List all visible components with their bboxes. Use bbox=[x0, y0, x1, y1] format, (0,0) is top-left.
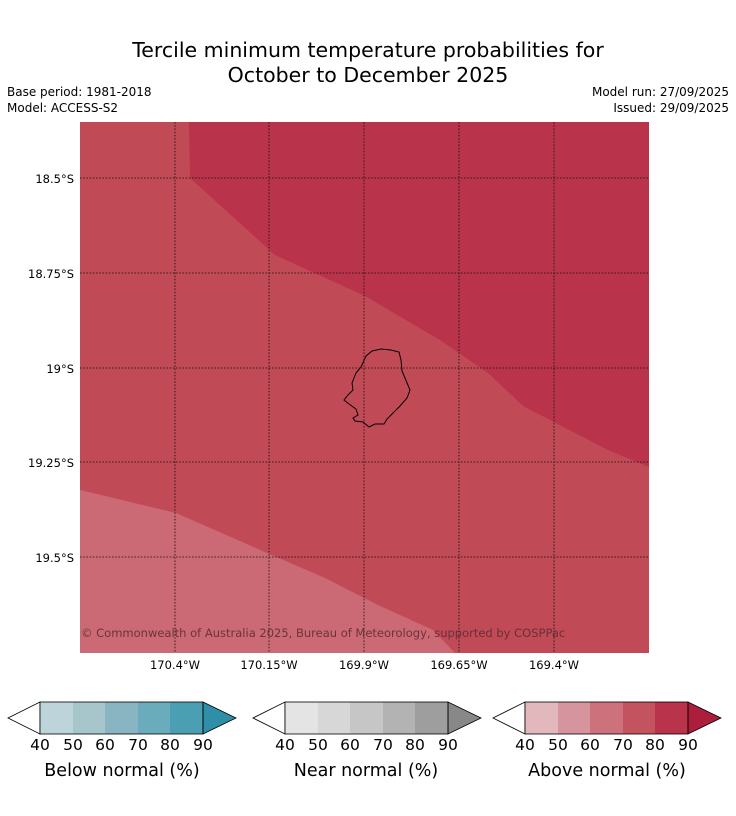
meta-left: Base period: 1981-2018 Model: ACCESS-S2 bbox=[7, 84, 152, 116]
near-swatch bbox=[318, 702, 350, 734]
above-normal-label: Above normal (%) bbox=[528, 761, 686, 781]
above-tick: 70 bbox=[613, 736, 633, 754]
near-normal-label: Near normal (%) bbox=[293, 761, 439, 781]
base-period: Base period: 1981-2018 bbox=[7, 85, 152, 99]
above-under-arrow bbox=[492, 701, 526, 735]
colorbar-near-swatches bbox=[252, 701, 482, 735]
meta-right: Model run: 27/09/2025 Issued: 29/09/2025 bbox=[592, 84, 729, 116]
below-normal-label: Below normal (%) bbox=[44, 761, 200, 781]
map-canvas: 18.5°S 18.75°S 19°S 19.25°S 19.5°S 170.4… bbox=[28, 122, 649, 672]
copyright-text: © Commonwealth of Australia 2025, Bureau… bbox=[81, 626, 565, 640]
above-swatch bbox=[590, 702, 623, 734]
near-tick: 80 bbox=[405, 736, 425, 754]
near-over-arrow bbox=[447, 701, 482, 735]
lon-label: 169.4°W bbox=[529, 658, 579, 672]
colorbar-above-swatches bbox=[492, 701, 722, 735]
near-tick: 50 bbox=[308, 736, 328, 754]
below-tick: 80 bbox=[160, 736, 180, 754]
above-tick: 90 bbox=[678, 736, 698, 754]
below-tick: 90 bbox=[193, 736, 213, 754]
model-name: Model: ACCESS-S2 bbox=[7, 101, 119, 115]
zone-80-90 bbox=[189, 122, 649, 467]
near-tick: 40 bbox=[275, 736, 295, 754]
above-swatch bbox=[623, 702, 655, 734]
lat-label: 19.5°S bbox=[35, 551, 74, 565]
lon-label: 169.65°W bbox=[430, 658, 487, 672]
map-title: Tercile minimum temperature probabilitie… bbox=[0, 38, 736, 88]
graticule bbox=[80, 122, 649, 653]
lon-label: 170.15°W bbox=[240, 658, 297, 672]
title-line-2: October to December 2025 bbox=[227, 63, 509, 87]
colorbar-near-normal: 40 50 60 70 80 90 Near normal (%) bbox=[250, 700, 490, 810]
above-swatch bbox=[525, 702, 558, 734]
near-swatch bbox=[383, 702, 415, 734]
below-tick: 50 bbox=[63, 736, 83, 754]
colorbar-below-normal: 40 50 60 70 80 90 Below normal (%) bbox=[5, 700, 245, 810]
near-tick: 60 bbox=[340, 736, 360, 754]
below-swatch bbox=[138, 702, 170, 734]
near-tick: 70 bbox=[373, 736, 393, 754]
above-swatch bbox=[655, 702, 688, 734]
lat-label: 19.25°S bbox=[28, 456, 74, 470]
below-under-arrow bbox=[7, 701, 41, 735]
below-swatch bbox=[170, 702, 203, 734]
above-tick: 40 bbox=[515, 736, 535, 754]
above-tick: 60 bbox=[580, 736, 600, 754]
lat-label: 18.75°S bbox=[28, 267, 74, 281]
colorbar-above-normal: 40 50 60 70 80 90 Above normal (%) bbox=[490, 700, 730, 810]
near-swatch bbox=[285, 702, 318, 734]
island-outline bbox=[343, 348, 411, 428]
above-swatch bbox=[558, 702, 590, 734]
below-swatch bbox=[105, 702, 138, 734]
near-tick: 90 bbox=[438, 736, 458, 754]
above-tick: 80 bbox=[645, 736, 665, 754]
above-tick: 50 bbox=[548, 736, 568, 754]
below-tick: 40 bbox=[30, 736, 50, 754]
lon-label: 169.9°W bbox=[339, 658, 389, 672]
zone-60-70 bbox=[80, 490, 455, 653]
near-swatch bbox=[415, 702, 448, 734]
below-swatch bbox=[73, 702, 105, 734]
lat-label: 19°S bbox=[46, 362, 74, 376]
lat-label: 18.5°S bbox=[35, 172, 74, 186]
issued-date: Issued: 29/09/2025 bbox=[613, 101, 729, 115]
near-swatch bbox=[350, 702, 383, 734]
colorbar-below-swatches bbox=[7, 701, 237, 735]
below-tick: 70 bbox=[128, 736, 148, 754]
title-line-1: Tercile minimum temperature probabilitie… bbox=[132, 38, 604, 62]
above-over-arrow bbox=[687, 701, 722, 735]
lon-label: 170.4°W bbox=[150, 658, 200, 672]
model-run: Model run: 27/09/2025 bbox=[591, 85, 729, 99]
below-over-arrow bbox=[202, 701, 237, 735]
near-under-arrow bbox=[252, 701, 286, 735]
below-tick: 60 bbox=[95, 736, 115, 754]
below-swatch bbox=[40, 702, 73, 734]
